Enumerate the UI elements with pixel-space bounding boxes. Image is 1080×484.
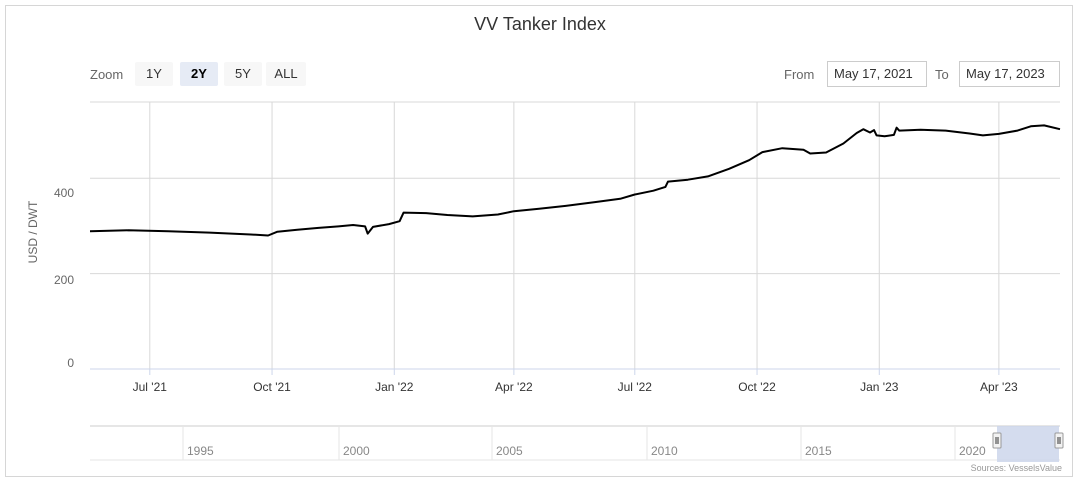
navigator-tick-label: 2020 (959, 444, 986, 458)
x-tick-label: Apr '23 (980, 380, 1018, 394)
x-tick-label: Jan '23 (860, 380, 899, 394)
x-tick-label: Oct '22 (738, 380, 776, 394)
navigator-tick-label: 2005 (496, 444, 523, 458)
zoom-5y-button[interactable]: 5Y (224, 62, 262, 86)
zoom-1y-button[interactable]: 1Y (135, 62, 173, 86)
x-tick-label: Oct '21 (253, 380, 291, 394)
y-tick-label: 0 (67, 356, 74, 370)
navigator-left-handle[interactable] (992, 432, 1002, 449)
zoom-all-button[interactable]: ALL (266, 62, 306, 86)
range-to-input[interactable]: May 17, 2023 (959, 61, 1060, 87)
range-from-input[interactable]: May 17, 2021 (827, 61, 927, 87)
x-tick-label: Jul '22 (617, 380, 652, 394)
navigator-tick-label: 2015 (805, 444, 832, 458)
series-line-vv-tanker-index (89, 124, 1061, 237)
navigator-right-handle[interactable] (1054, 432, 1064, 449)
x-tick-label: Jul '21 (132, 380, 167, 394)
y-tick-label: 400 (53, 186, 74, 200)
x-tick-label: Apr '22 (495, 380, 533, 394)
zoom-label: Zoom (90, 67, 124, 82)
zoom-2y-button[interactable]: 2Y (180, 62, 218, 86)
y-tick-label: 200 (53, 273, 74, 287)
chart-title: VV Tanker Index (474, 14, 606, 34)
range-to-label: To (935, 67, 949, 82)
range-from-label: From (784, 67, 815, 82)
navigator-tick-label: 1995 (187, 444, 214, 458)
x-tick-label: Jan '22 (375, 380, 414, 394)
credits-text: Sources: VesselsValue (970, 463, 1062, 473)
chart-frame (5, 5, 1073, 477)
navigator-range-mask[interactable] (997, 426, 1059, 462)
navigator-tick-label: 2010 (651, 444, 678, 458)
navigator-tick-label: 2000 (343, 444, 370, 458)
